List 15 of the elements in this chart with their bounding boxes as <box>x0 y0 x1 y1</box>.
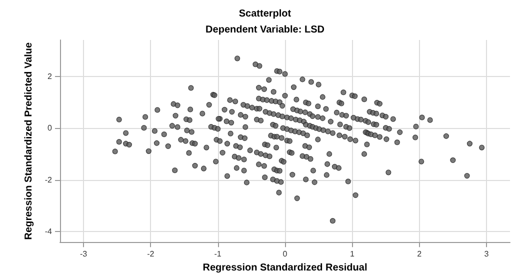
x-tick-label: 0 <box>282 250 288 259</box>
x-tick-label: -3 <box>80 250 88 259</box>
y-axis-title: Regression Standardized Predicted Value <box>23 42 34 240</box>
y-tick-label: 2 <box>48 72 53 81</box>
chart-title: Scatterplot <box>238 8 292 20</box>
y-tick-label: 0 <box>48 124 53 133</box>
x-tick-label: 2 <box>417 250 422 259</box>
y-tick-label: -4 <box>44 227 53 236</box>
y-tick-label: -2 <box>44 175 53 184</box>
x-axis-title: Regression Standardized Residual <box>202 262 368 274</box>
chart-subtitle: Dependent Variable: LSD <box>206 24 324 36</box>
x-tick-label: 1 <box>350 250 355 259</box>
x-tick-label: -2 <box>147 250 155 259</box>
x-tick-label: 3 <box>484 250 490 259</box>
x-tick-label: -1 <box>214 250 222 259</box>
